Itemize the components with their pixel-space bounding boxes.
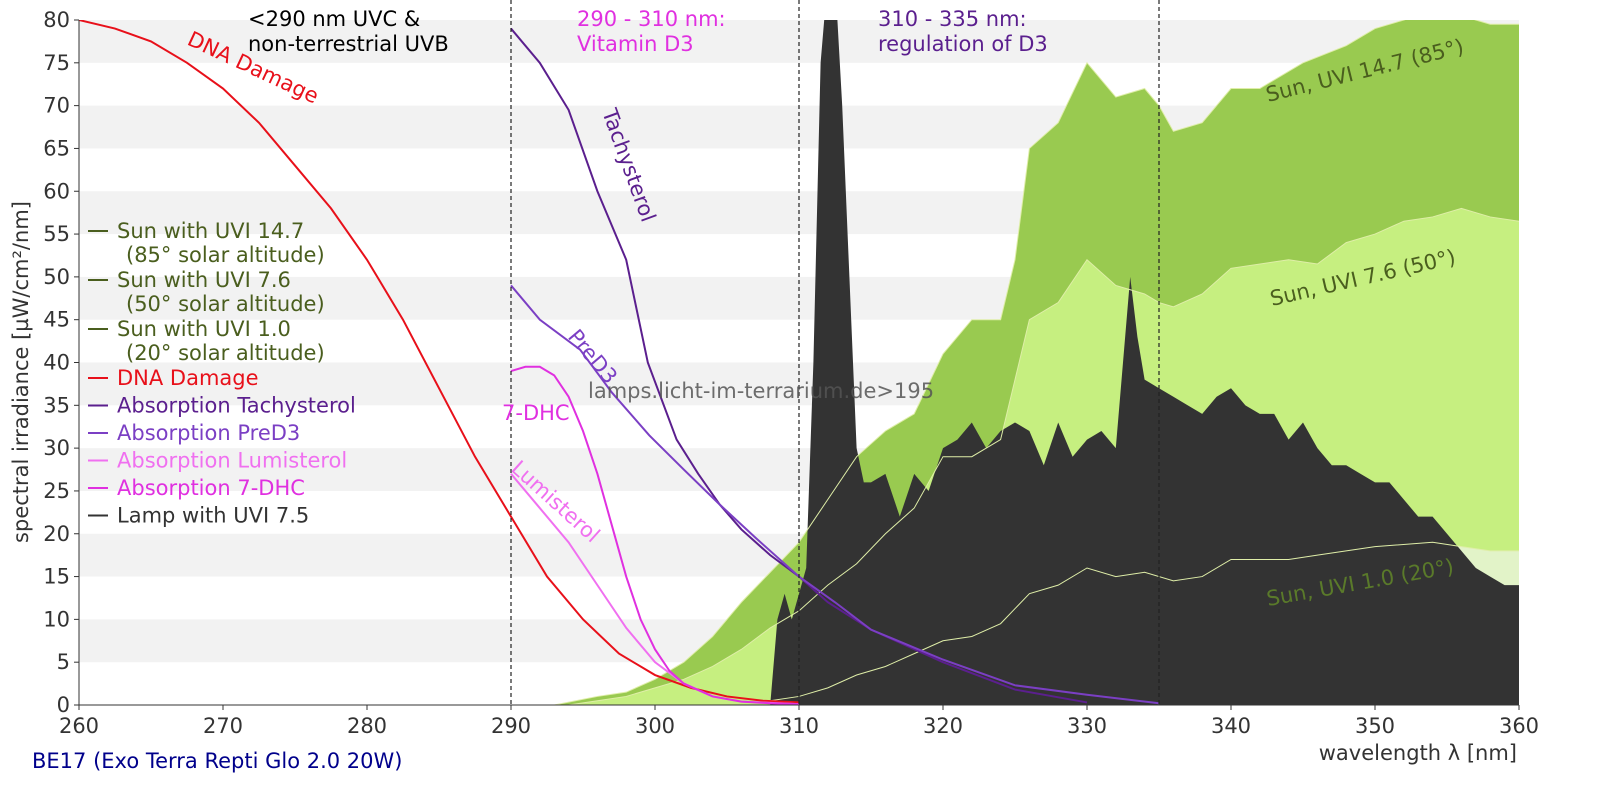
x-axis-label: wavelength λ [nm] [1319, 741, 1517, 765]
y-tick-label: 20 [43, 522, 70, 546]
overlay: 0 5 10 15 20 25 30 35 40 45 50 55 60 65 70 75 80 260 270 28… [43, 0, 1539, 738]
region-label: Vitamin D3 [577, 32, 694, 56]
y-tick-label: 0 [57, 693, 70, 717]
region-label: non-terrestrial UVB [248, 32, 449, 56]
y-tick-label: 65 [43, 136, 70, 160]
plot-area [79, 20, 1519, 705]
legend-label: Absorption Tachysterol [117, 394, 356, 418]
legend-label: Sun with UVI 1.0 (20° solar altitude) [117, 317, 325, 365]
y-tick-label: 45 [43, 308, 70, 332]
legend-label: Absorption Lumisterol [117, 449, 347, 473]
outline [770, 541, 1519, 702]
legend-label: Sun with UVI 14.7 (85° solar altitude) [117, 219, 325, 267]
x-tick-label: 340 [1211, 714, 1251, 738]
y-tick-label: 80 [43, 8, 70, 32]
x-tick-label: 260 [59, 714, 99, 738]
y-tick-label: 50 [43, 265, 70, 289]
x-tick-label: 320 [923, 714, 963, 738]
x-tick-label: 360 [1499, 714, 1539, 738]
x-tick-label: 350 [1355, 714, 1395, 738]
footer: BE17 (Exo Terra Repti Glo 2.0 20W) [32, 749, 402, 773]
x-tick-label: 300 [635, 714, 675, 738]
y-tick-label: 40 [43, 351, 70, 375]
line [79, 20, 800, 704]
y-tick-label: 60 [43, 179, 70, 203]
region-label: <290 nm UVC & [248, 7, 420, 31]
legend-label: Lamp with UVI 7.5 [117, 504, 309, 528]
region-label: 290 - 310 nm: [577, 7, 726, 31]
outline [568, 207, 1519, 705]
y-tick-label: 55 [43, 222, 70, 246]
y-tick-label: 5 [57, 650, 70, 674]
y-tick-label: 35 [43, 393, 70, 417]
curve-label: 7-DHC [502, 401, 570, 425]
y-tick-label: 75 [43, 51, 70, 75]
region-label: 310 - 335 nm: [878, 7, 1027, 31]
legend-label: DNA Damage [117, 366, 259, 390]
y-tick-label: 25 [43, 479, 70, 503]
region-label: regulation of D3 [878, 32, 1048, 56]
x-tick-label: 330 [1067, 714, 1107, 738]
y-tick-label: 30 [43, 436, 70, 460]
line [510, 365, 800, 705]
line [510, 284, 1160, 705]
x-tick-label: 310 [779, 714, 819, 738]
y-tick-label: 70 [43, 94, 70, 118]
legend-label: Sun with UVI 7.6 (50° solar altitude) [117, 268, 325, 316]
area [770, 20, 1519, 705]
x-tick-label: 270 [203, 714, 243, 738]
watermark: lamps.licht-im-terrarium.de>195 [588, 379, 934, 403]
y-tick-label: 15 [43, 565, 70, 589]
y-axis-label: spectral irradiance [µW/cm²/nm] [9, 201, 33, 543]
x-tick-label: 280 [347, 714, 387, 738]
outline [554, 20, 1519, 705]
legend-label: Absorption PreD3 [117, 421, 300, 445]
legend-label: Absorption 7-DHC [117, 476, 305, 500]
grid-band [79, 20, 1519, 63]
y-tick-label: 10 [43, 607, 70, 631]
x-tick-label: 290 [491, 714, 531, 738]
